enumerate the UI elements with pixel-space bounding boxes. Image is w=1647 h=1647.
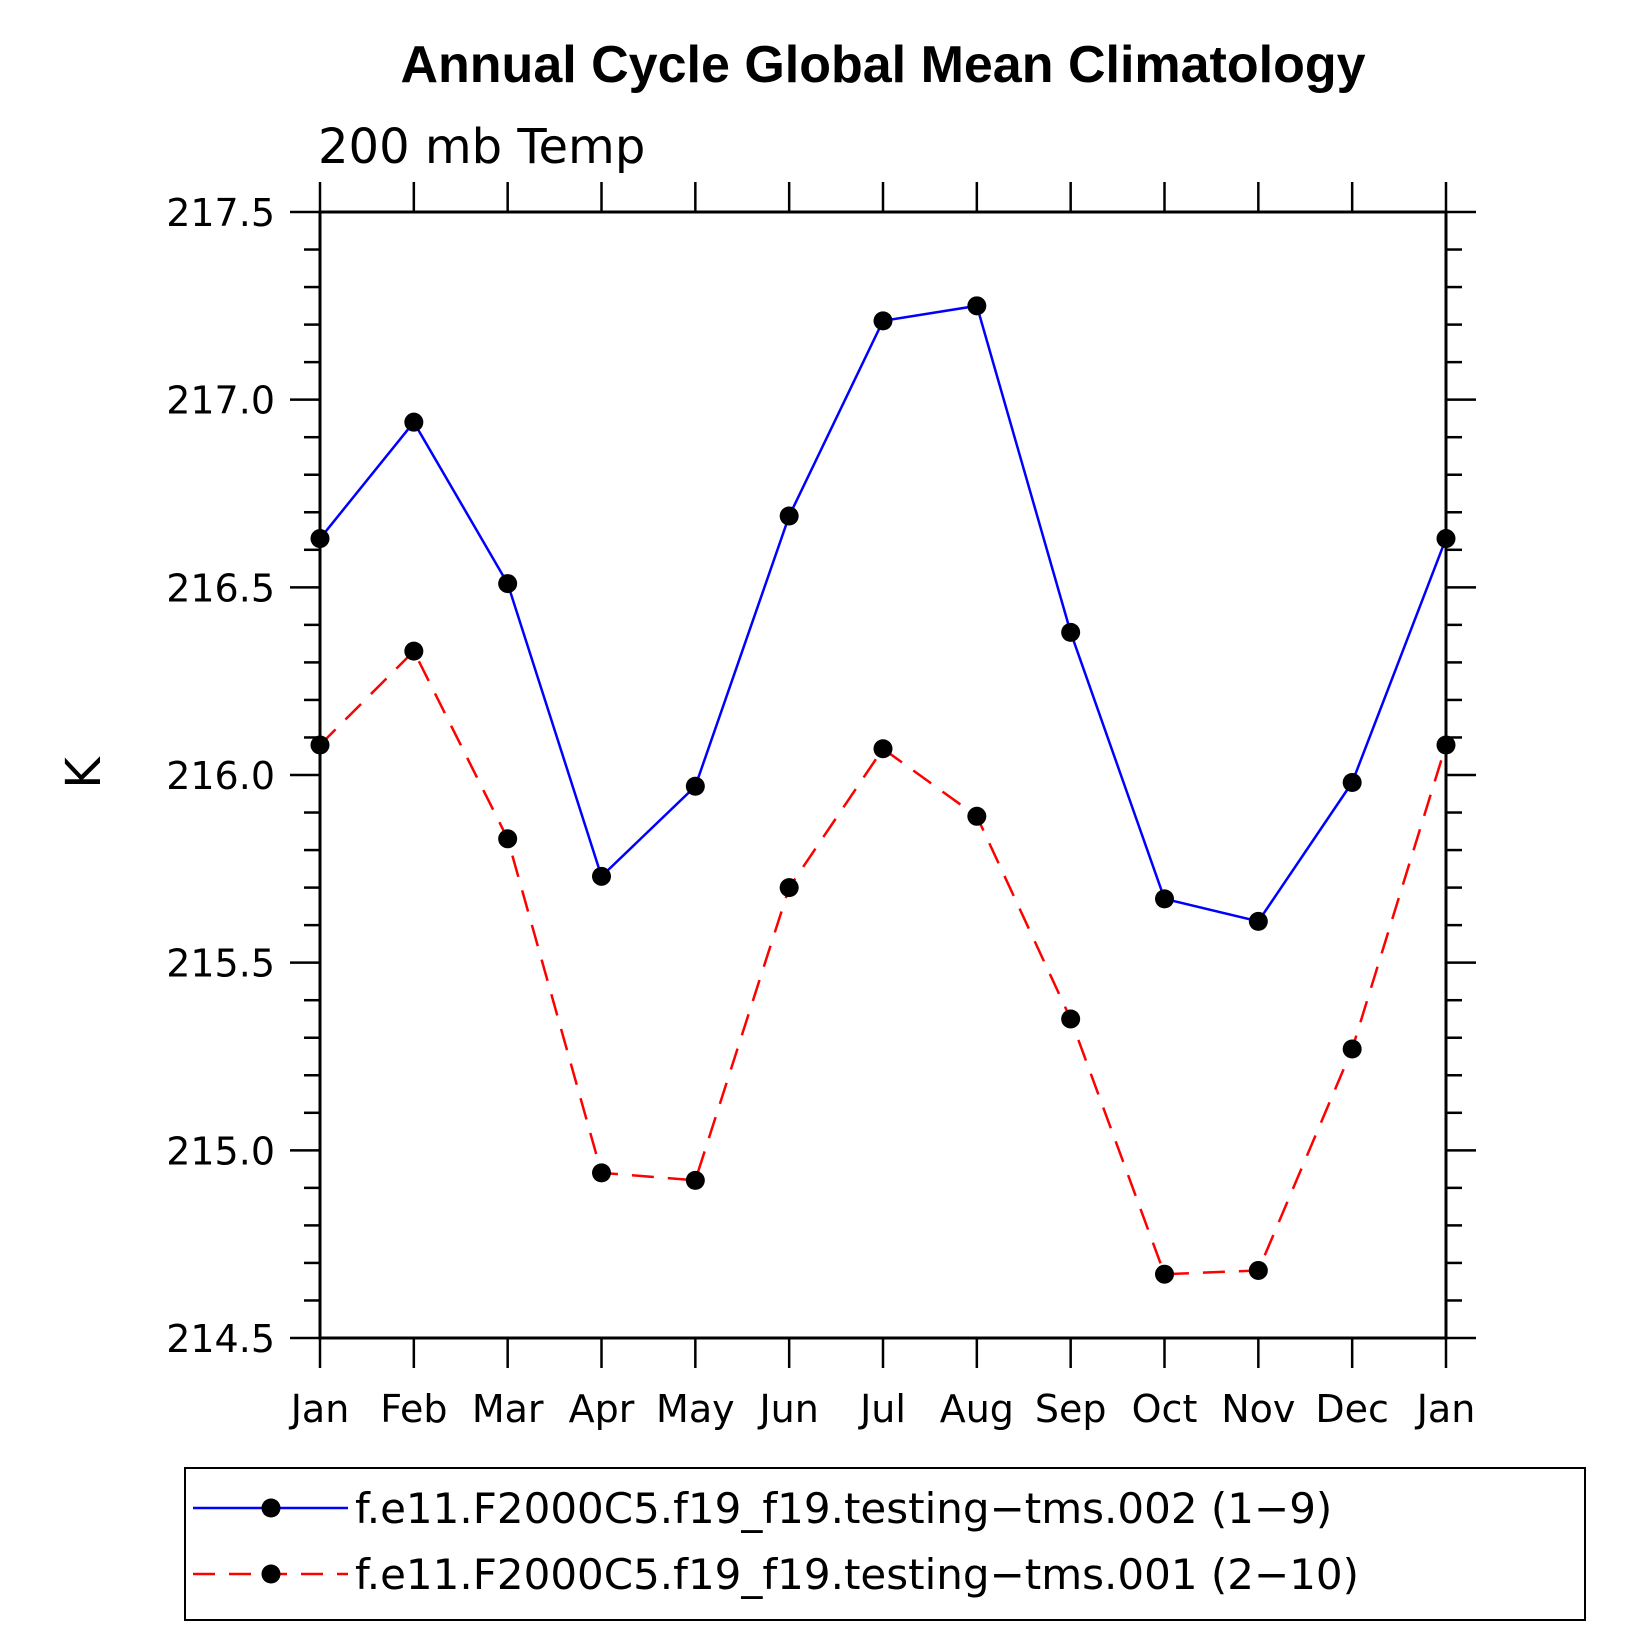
x-tick-label: Apr <box>569 1387 635 1431</box>
x-tick-label: Nov <box>1221 1387 1295 1431</box>
x-tick-label: Sep <box>1035 1387 1107 1431</box>
series-1-point <box>779 506 799 526</box>
x-tick-label: Aug <box>940 1387 1014 1431</box>
series-2-point <box>1342 1039 1362 1059</box>
chart-title: Annual Cycle Global Mean Climatology <box>400 36 1365 94</box>
series-2-point <box>1436 735 1456 755</box>
x-tick-label: Jun <box>757 1387 818 1431</box>
series-1-point <box>1061 622 1081 642</box>
series-1-point <box>685 776 705 796</box>
y-tick-label: 217.0 <box>166 379 275 423</box>
x-tick-label: Mar <box>472 1387 544 1431</box>
axes: 214.5 215.0 215.5 216.0 216.5 217.0 217.5 Jan Fe… <box>166 182 1476 1431</box>
legend-marker-1 <box>261 1498 281 1518</box>
series-2-point <box>1248 1260 1268 1280</box>
plot-frame <box>318 210 1448 1340</box>
y-tick-label: 214.5 <box>166 1317 275 1361</box>
series-2-point <box>310 735 330 755</box>
legend: f.e11.F2000C5.f19_f19.testing−tms.002 (1… <box>184 1467 1586 1621</box>
x-tick-label: Jan <box>1415 1387 1476 1431</box>
series-1-point <box>1436 529 1456 549</box>
series-1-point <box>1342 773 1362 793</box>
series-layer <box>310 296 1456 1284</box>
y-tick-label: 215.5 <box>166 942 275 986</box>
series-line-1 <box>319 304 1448 923</box>
x-tick-label: Jul <box>858 1387 906 1431</box>
series-1-point <box>592 866 611 886</box>
series-1-point <box>873 311 893 331</box>
x-tick-label: Jan <box>289 1387 350 1431</box>
legend-box <box>184 1467 1586 1621</box>
legend-marker-2 <box>261 1564 281 1584</box>
y-tick-label: 217.5 <box>166 191 275 235</box>
series-2-point <box>404 641 424 661</box>
series-2-point <box>592 1163 611 1183</box>
chart-subtitle: 200 mb Temp <box>318 119 645 175</box>
series-1-point <box>967 296 987 316</box>
x-tick-label: Feb <box>380 1387 447 1431</box>
x-tick-label: Dec <box>1315 1387 1389 1431</box>
series-2-point <box>967 806 987 826</box>
series-1-point <box>1155 889 1174 909</box>
y-axis-label: K <box>56 756 112 789</box>
legend-label-2: f.e11.F2000C5.f19_f19.testing−tms.001 (2… <box>355 1550 1359 1599</box>
series-1-point <box>1248 911 1268 931</box>
series-2-point <box>685 1170 705 1190</box>
series-1-point <box>498 574 518 594</box>
series-2-point <box>1061 1009 1081 1029</box>
y-tick-label: 215.0 <box>166 1129 275 1173</box>
x-tick-label: May <box>656 1387 735 1431</box>
legend-label-1: f.e11.F2000C5.f19_f19.testing−tms.002 (1… <box>355 1484 1332 1533</box>
y-tick-label: 216.0 <box>166 754 275 798</box>
series-1-point <box>310 529 330 549</box>
y-tick-label: 216.5 <box>166 566 275 610</box>
series-2-point <box>779 878 799 898</box>
x-tick-label: Oct <box>1132 1387 1198 1431</box>
series-2-point <box>1155 1264 1174 1284</box>
series-1-point <box>404 412 424 432</box>
series-2-point <box>873 739 893 759</box>
series-2-point <box>498 829 518 849</box>
